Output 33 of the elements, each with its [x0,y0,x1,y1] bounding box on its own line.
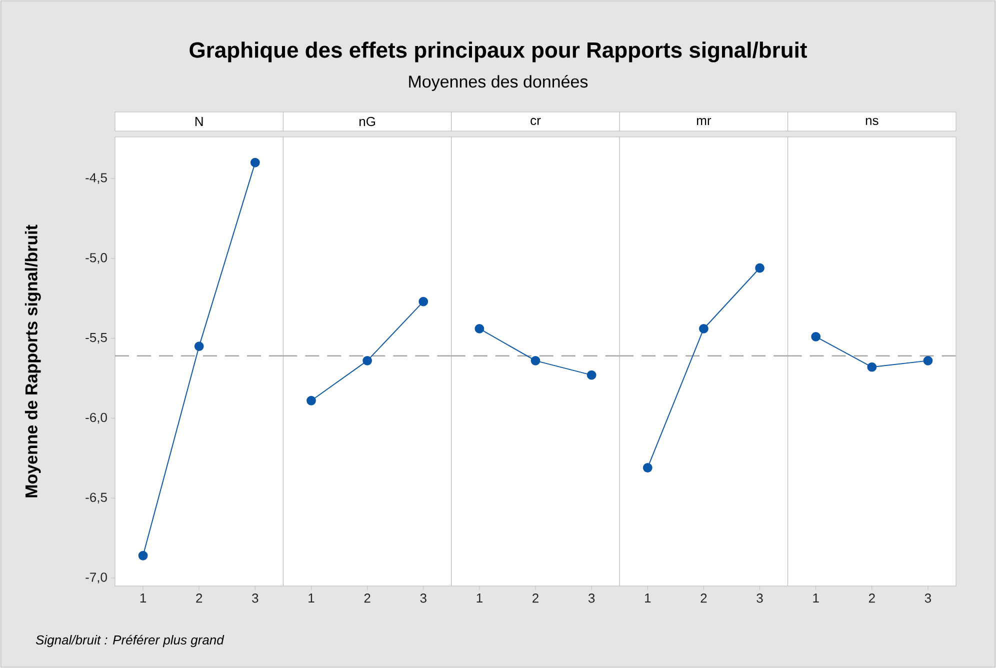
y-tick-label: -7,0 [86,572,107,584]
x-tick-label: 3 [924,594,932,603]
x-tick-label: 2 [532,594,538,603]
y-tick-label: -4,5 [86,173,107,184]
y-tick-label: -5,5 [86,333,107,344]
x-tick-label: 3 [252,594,258,603]
point [138,550,148,560]
y-tick-label: -5,0 [86,253,107,264]
x-tick-label: 2 [700,594,707,603]
chart-title: nG [359,116,376,126]
text: Graphique des effets principaux pour Rapports signal/bruit [190,42,807,62]
x-tick-label: 1 [308,594,314,602]
x-tick-label: 2 [364,594,370,603]
x-tick-label: 3 [756,594,763,603]
x-tick-label: 3 [588,594,595,603]
text: Moyennes des données [409,74,588,92]
x-tick-label: 1 [140,594,146,602]
x-tick-label: 2 [868,594,875,603]
point [250,158,260,168]
point [194,342,204,352]
y-axis-title: Moyenne de Rapports signal/bruit [24,224,41,498]
chart-title: N [195,117,203,126]
x-tick-label: 1 [813,594,819,602]
x-tick-label: 1 [476,594,482,602]
text: Signal/bruit : Préférer plus grand [36,634,224,648]
chart-title: cr [530,118,541,126]
chart-title: ns [866,118,878,126]
x-tick-label: 1 [645,594,651,602]
y-tick-label: -6,0 [86,412,107,424]
x-tick-label: 3 [420,594,426,603]
x-tick-label: 2 [196,594,202,603]
chart-title: mr [696,118,712,125]
y-tick-label: -6,5 [86,492,107,504]
